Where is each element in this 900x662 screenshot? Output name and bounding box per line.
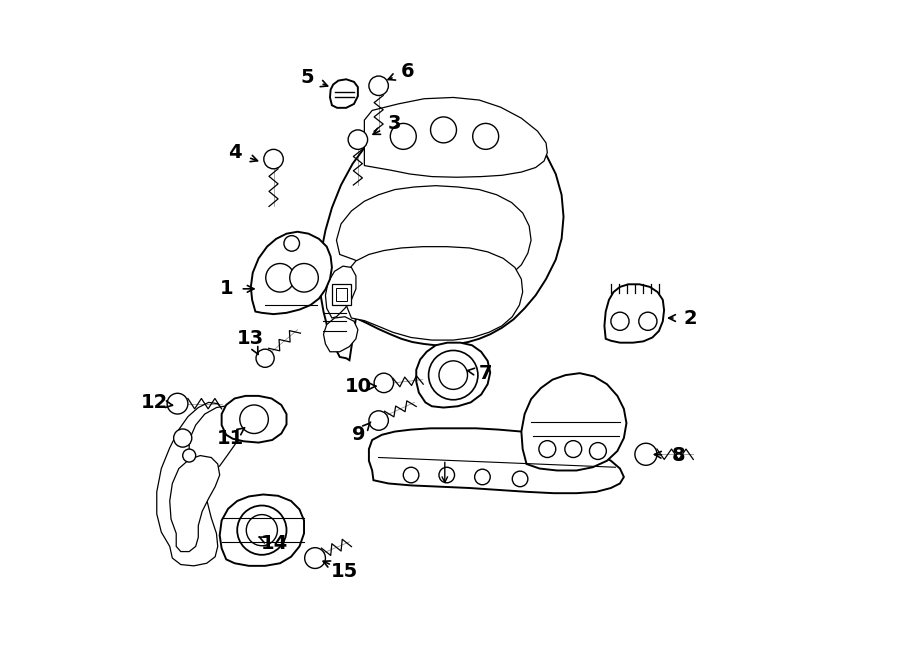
Text: 13: 13: [237, 329, 264, 348]
Text: 8: 8: [671, 446, 685, 465]
Polygon shape: [323, 316, 358, 352]
Circle shape: [439, 361, 467, 389]
Polygon shape: [319, 101, 563, 360]
Circle shape: [565, 441, 581, 457]
Circle shape: [290, 263, 319, 292]
Polygon shape: [220, 495, 304, 566]
Polygon shape: [605, 284, 664, 343]
Text: 14: 14: [261, 534, 289, 553]
Circle shape: [305, 547, 326, 569]
Circle shape: [472, 123, 499, 150]
Polygon shape: [417, 343, 491, 408]
Circle shape: [634, 444, 657, 465]
Circle shape: [539, 441, 555, 457]
Text: 15: 15: [331, 561, 358, 581]
Circle shape: [428, 350, 478, 400]
Circle shape: [639, 312, 657, 330]
Text: 7: 7: [479, 363, 492, 383]
Circle shape: [474, 469, 490, 485]
Polygon shape: [521, 373, 626, 471]
Text: 3: 3: [388, 114, 401, 133]
Circle shape: [238, 506, 286, 555]
Circle shape: [369, 411, 389, 430]
Circle shape: [256, 349, 274, 367]
Circle shape: [239, 405, 268, 434]
Text: 2: 2: [683, 308, 697, 328]
Text: 12: 12: [141, 393, 168, 412]
Circle shape: [183, 449, 195, 462]
Text: 9: 9: [353, 425, 366, 444]
Text: 1: 1: [220, 279, 233, 299]
Polygon shape: [343, 247, 523, 340]
Polygon shape: [336, 288, 347, 301]
Circle shape: [247, 514, 277, 545]
Circle shape: [284, 236, 300, 251]
Polygon shape: [157, 402, 223, 566]
Circle shape: [430, 117, 456, 143]
Text: 11: 11: [217, 428, 244, 448]
Polygon shape: [364, 97, 547, 177]
Circle shape: [439, 467, 454, 483]
Polygon shape: [326, 266, 356, 318]
Circle shape: [512, 471, 528, 487]
Circle shape: [266, 263, 294, 292]
Circle shape: [348, 130, 367, 150]
Circle shape: [611, 312, 629, 330]
Circle shape: [590, 443, 607, 459]
Circle shape: [174, 429, 192, 447]
Text: 4: 4: [228, 143, 241, 162]
Circle shape: [167, 393, 188, 414]
Polygon shape: [221, 396, 286, 443]
Polygon shape: [251, 232, 332, 314]
Polygon shape: [189, 406, 242, 475]
Polygon shape: [332, 284, 351, 305]
Circle shape: [374, 373, 393, 393]
Polygon shape: [337, 185, 531, 288]
Circle shape: [264, 150, 284, 169]
Text: 6: 6: [401, 62, 415, 81]
Text: 10: 10: [345, 377, 372, 396]
Circle shape: [369, 76, 389, 95]
Circle shape: [403, 467, 418, 483]
Text: 5: 5: [301, 68, 314, 87]
Polygon shape: [369, 428, 624, 493]
Circle shape: [391, 123, 417, 150]
Polygon shape: [170, 455, 220, 551]
Polygon shape: [330, 79, 358, 108]
